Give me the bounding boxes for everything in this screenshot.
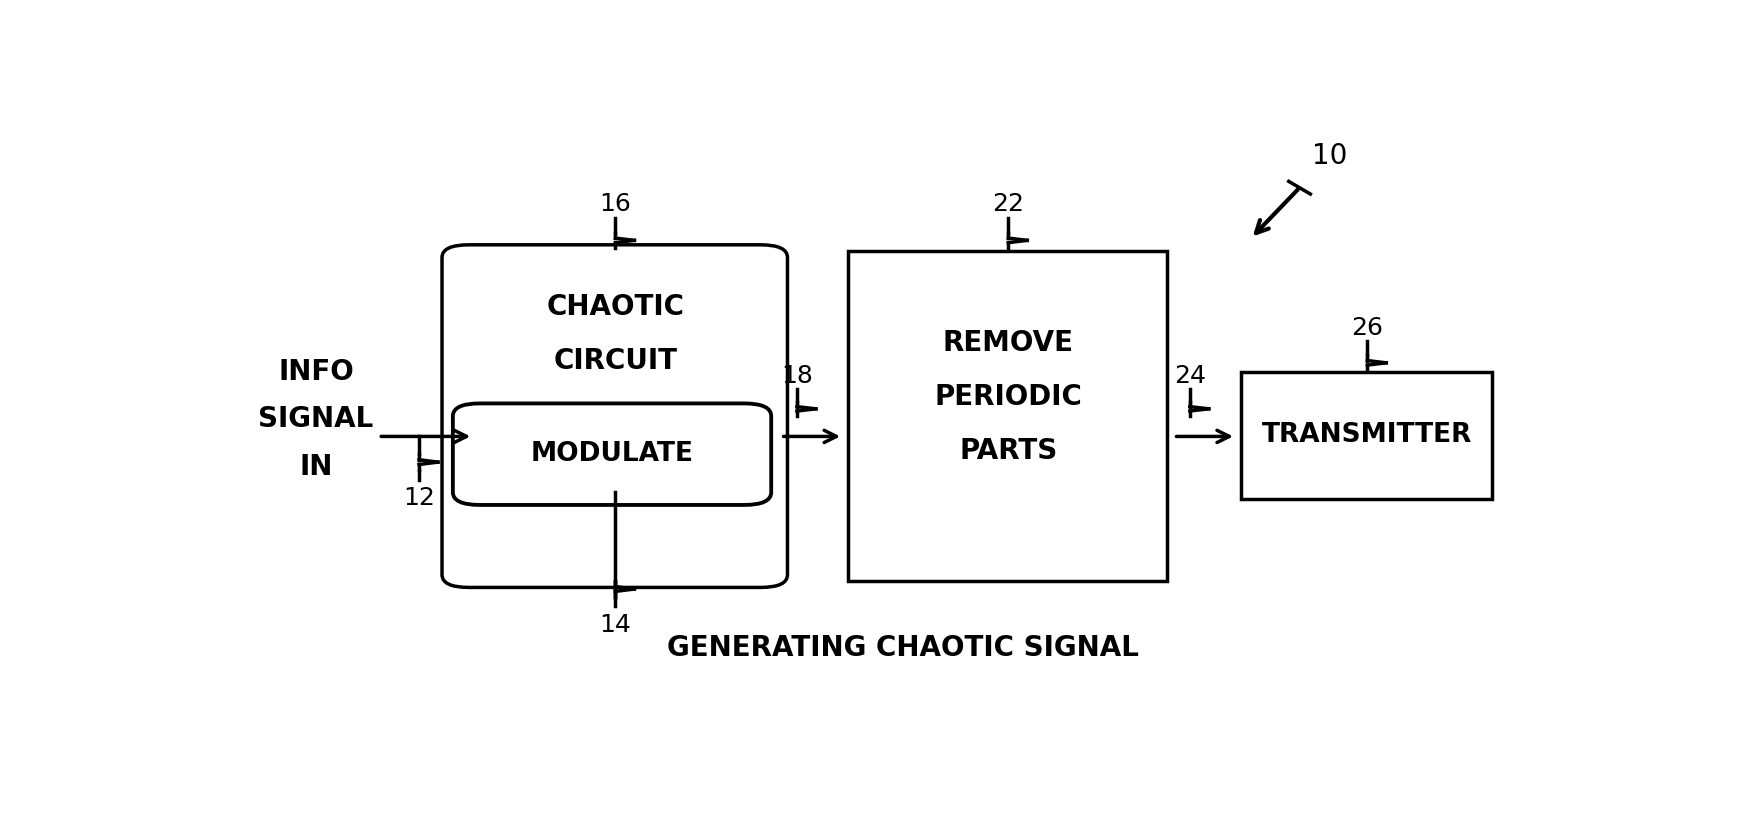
Text: 12: 12 — [404, 486, 435, 510]
Text: 14: 14 — [600, 613, 631, 637]
Text: MODULATE: MODULATE — [531, 441, 694, 467]
Text: GENERATING CHAOTIC SIGNAL: GENERATING CHAOTIC SIGNAL — [666, 634, 1138, 662]
Text: SIGNAL: SIGNAL — [259, 405, 374, 433]
FancyBboxPatch shape — [442, 245, 787, 588]
Text: PERIODIC: PERIODIC — [935, 383, 1082, 411]
Text: 26: 26 — [1351, 316, 1383, 340]
Text: IN: IN — [299, 453, 332, 481]
Text: CIRCUIT: CIRCUIT — [554, 347, 678, 375]
Text: INFO: INFO — [278, 358, 353, 386]
Text: 10: 10 — [1311, 142, 1348, 170]
FancyBboxPatch shape — [1241, 372, 1491, 499]
FancyBboxPatch shape — [453, 404, 771, 505]
Text: 24: 24 — [1175, 363, 1206, 387]
Text: 16: 16 — [600, 192, 631, 216]
FancyBboxPatch shape — [848, 251, 1168, 581]
Text: PARTS: PARTS — [960, 437, 1058, 465]
Text: 22: 22 — [993, 192, 1024, 216]
Text: REMOVE: REMOVE — [942, 329, 1073, 357]
Text: TRANSMITTER: TRANSMITTER — [1262, 422, 1472, 448]
Text: CHAOTIC: CHAOTIC — [547, 293, 685, 321]
Text: 18: 18 — [781, 363, 813, 387]
